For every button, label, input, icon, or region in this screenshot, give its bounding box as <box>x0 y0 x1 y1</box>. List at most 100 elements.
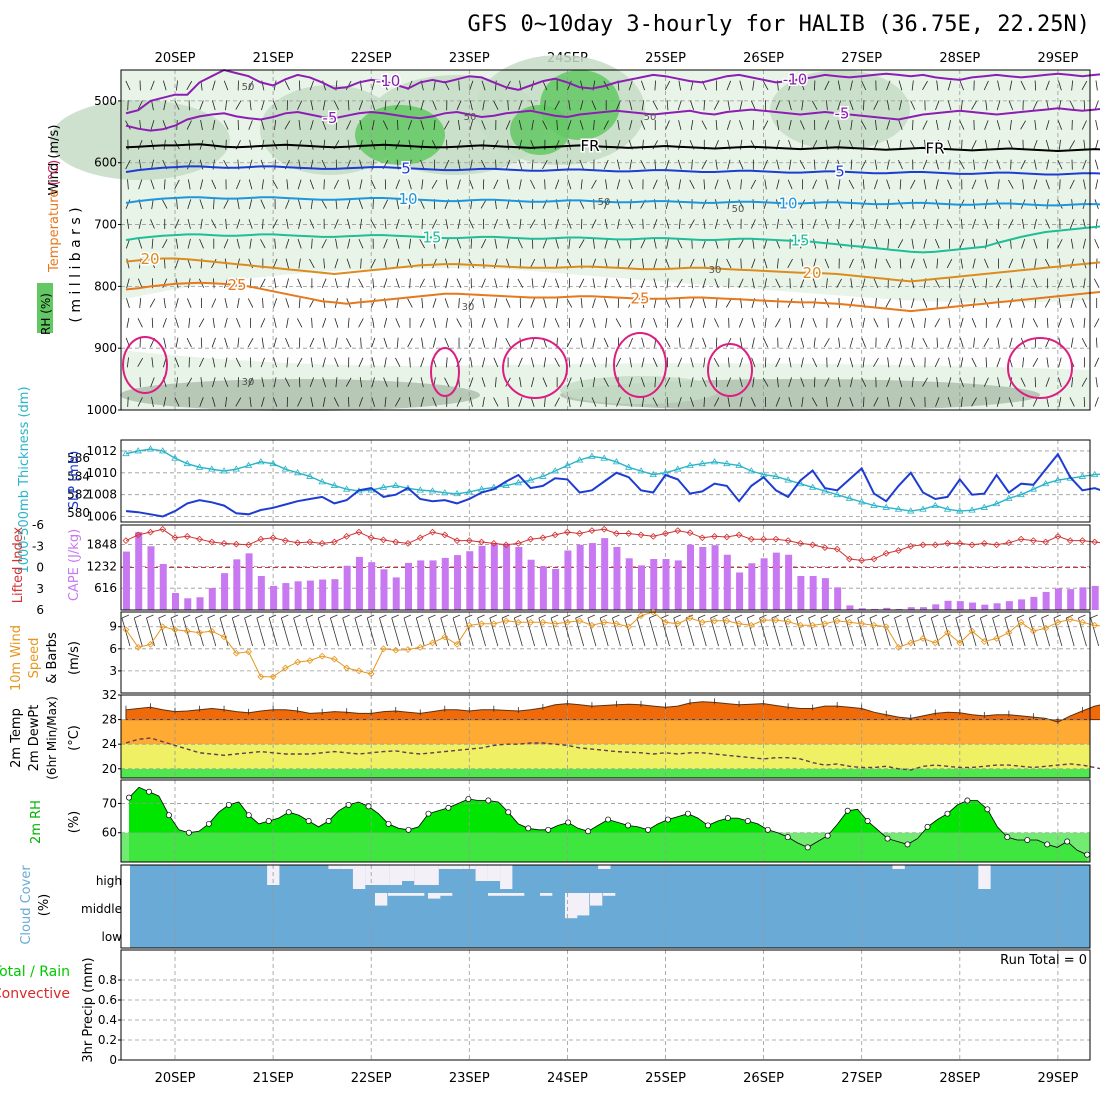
wind-barb <box>751 258 756 269</box>
lifted-index-point <box>245 541 252 549</box>
wind-barb <box>212 397 216 407</box>
wind-barb <box>285 199 290 209</box>
wind-barb <box>309 377 314 388</box>
wind-barb-flag <box>305 614 314 619</box>
panel-frame <box>120 864 1091 949</box>
rh-shading-region <box>355 105 445 165</box>
wind-barb <box>530 337 535 348</box>
wind-barb <box>616 238 621 249</box>
rh2m-point <box>205 820 212 827</box>
wind-barb <box>223 238 229 249</box>
wind-barb <box>714 218 719 229</box>
cloud-level-label: high <box>96 874 122 888</box>
wind-barb <box>1069 219 1075 229</box>
wind-barb <box>726 377 732 387</box>
run-total: Run Total = 0 <box>1000 953 1087 968</box>
wind-barb <box>1045 80 1050 91</box>
wind-barb <box>371 337 376 348</box>
wind-barb <box>934 238 940 249</box>
lifted-index-point <box>600 525 608 533</box>
wind-barb <box>334 219 339 229</box>
wind-barb <box>886 377 891 387</box>
wind-barb <box>248 219 253 229</box>
wind-barb-flag <box>244 614 252 619</box>
wind-barb <box>727 396 731 407</box>
wind-barb-flag <box>649 614 657 619</box>
wind-barb <box>174 179 180 190</box>
wind-barb <box>873 357 879 367</box>
wind-barb <box>456 139 462 150</box>
wind-barb <box>676 278 683 288</box>
wind-barb <box>750 179 757 189</box>
wind-barb <box>886 396 890 407</box>
wind-barb-flag <box>624 614 632 619</box>
wind-barb <box>640 239 646 249</box>
thickness-point <box>698 459 706 467</box>
wind-barb-flag <box>980 614 988 619</box>
wind-barb <box>850 278 853 289</box>
wind-barb <box>507 317 509 328</box>
wind-barb <box>1082 298 1087 308</box>
wind-barb <box>1034 258 1037 269</box>
wind-barb <box>1009 120 1012 131</box>
wind-barb <box>592 298 596 308</box>
lifted-index-point <box>576 530 584 537</box>
lifted-index-point <box>1079 537 1086 544</box>
wind-barb <box>666 139 669 150</box>
cloud-gap-middle <box>440 893 453 896</box>
lifted-index-point <box>539 534 547 542</box>
wind-barb <box>346 258 351 269</box>
wind-barb <box>936 377 939 388</box>
wind-barb <box>960 258 963 269</box>
wind-barb <box>235 100 242 110</box>
cape-bar <box>282 583 290 610</box>
wind-barb <box>371 397 376 407</box>
wind-barb <box>310 120 314 130</box>
wind-barb <box>543 218 546 229</box>
wind-speed-point <box>355 667 363 675</box>
wind-barb <box>837 377 841 388</box>
wind-barb <box>335 337 338 348</box>
wind-barb <box>910 258 915 269</box>
wind-barb <box>702 337 707 348</box>
wind-barb <box>125 80 131 91</box>
wind-barb <box>641 100 645 111</box>
wind-barb <box>1045 120 1050 130</box>
wind-barb <box>137 357 144 367</box>
lifted-index-point <box>478 538 485 546</box>
wind-barb-flag <box>391 614 399 619</box>
wind-barb <box>899 298 902 309</box>
wind-barb-flag <box>587 614 596 619</box>
wind-barb <box>237 337 240 348</box>
wind-barb <box>247 338 254 348</box>
wind-barb <box>801 100 804 111</box>
wind-barb <box>268 617 278 647</box>
wind-barb <box>886 120 891 130</box>
wind-barb <box>617 120 620 131</box>
svg-text:Total / Rain: Total / Rain <box>0 964 70 980</box>
wind-barb <box>691 278 694 289</box>
wind-barb <box>126 258 130 269</box>
wind-barb <box>469 377 474 388</box>
wind-barb <box>690 397 695 407</box>
wind-barb <box>506 219 510 229</box>
wind-barb <box>860 120 867 130</box>
wind-barb <box>518 397 523 407</box>
wind-barb-flag <box>477 614 485 619</box>
wind-barb <box>285 258 289 269</box>
wind-barb-flag <box>134 614 142 619</box>
wind-barb <box>946 219 953 229</box>
panel-frame <box>120 694 1091 779</box>
wind-barb <box>482 396 485 407</box>
wind-barb <box>887 357 890 368</box>
wind-speed-point <box>956 639 964 647</box>
wind-barb <box>358 278 364 288</box>
cape-bar <box>760 558 768 610</box>
rh2m-point <box>385 820 392 827</box>
wind-barb-flag <box>710 614 718 619</box>
wind-barb <box>947 397 952 407</box>
li-tick-label: -3 <box>32 539 44 553</box>
panel-frame <box>120 524 1091 611</box>
wind-barb <box>861 159 867 170</box>
wind-barb <box>948 357 951 368</box>
